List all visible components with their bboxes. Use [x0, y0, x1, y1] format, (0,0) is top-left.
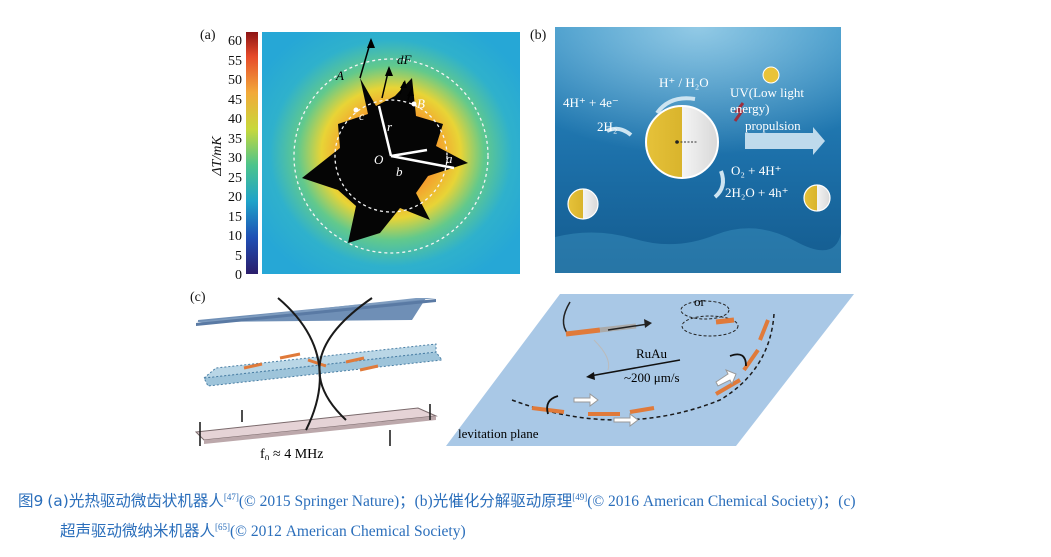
cbar-tick: 35: [228, 132, 242, 147]
janus-particle-small-left: [567, 188, 599, 220]
cbar-tick: 40: [228, 112, 242, 127]
label-a: a: [446, 151, 453, 166]
text-right-bottom: 2H₂O + 4h⁺: [725, 185, 789, 200]
uv-particle: [762, 66, 780, 84]
text-frequency: f₀ ≈ 4 MHz: [260, 447, 324, 460]
outer-dashed-circle: [293, 58, 489, 254]
panel-a-label: (a): [200, 28, 216, 43]
trajectory-curve: [511, 313, 775, 421]
panel-c-left-figure: f₀ ≈ 4 MHz: [194, 297, 443, 460]
text-uv: UV(Low light: [730, 85, 804, 100]
text-material: RuAu: [636, 346, 668, 361]
caption-ref1: [47]: [223, 492, 239, 502]
panel-c-label: (c): [190, 290, 206, 305]
text-speed: ~200 μm/s: [624, 370, 680, 385]
text-h-water: H⁺ / H₂O: [659, 75, 709, 90]
label-O: O: [374, 152, 384, 167]
colorbar: [246, 32, 258, 274]
panel-b-figure: H⁺ / H₂O UV(Low light energy) propulsion…: [555, 27, 841, 273]
label-A: A: [335, 68, 344, 83]
caption-fig-label: 图9: [18, 492, 44, 511]
pressure-node-curve-left: [277, 297, 321, 431]
figure-caption-line2: 超声驱动微纳米机器人[65](© 2012 American Chemical …: [60, 516, 960, 543]
colorbar-axis-label: ΔT/mK: [210, 136, 225, 176]
propulsion-arrow: [745, 127, 825, 155]
text-propulsion: propulsion: [745, 118, 801, 133]
pressure-node-curve-right: [318, 297, 373, 421]
cbar-tick: 45: [228, 93, 242, 108]
janus-particle-small-right: [803, 184, 831, 212]
cbar-tick: 15: [228, 210, 242, 225]
caption-ref2: [49]: [572, 492, 588, 502]
cbar-tick: 55: [228, 54, 242, 69]
mid-plate: [203, 351, 443, 387]
cbar-tick: 25: [228, 171, 242, 186]
cbar-tick: 5: [235, 249, 242, 264]
panel-c-right-figure: or RuAu ~200 μm/s levitation plane: [446, 294, 854, 446]
caption-line2-part2: (© 2012 American Chemical Society): [230, 523, 466, 541]
caption-ref3: [65]: [215, 522, 231, 532]
text-left-bottom: 2H₂: [597, 119, 617, 134]
cbar-tick: 10: [228, 229, 242, 244]
text-or: or: [694, 294, 706, 309]
label-B: B: [417, 96, 425, 111]
label-b: b: [396, 164, 403, 179]
caption-line1-part3: (© 2016 American Chemical Society)；(c): [587, 493, 856, 511]
caption-line2-part1: 超声驱动微纳米机器人: [60, 522, 216, 541]
inner-dashed-circle: [334, 99, 448, 213]
text-uv2: energy): [730, 101, 769, 116]
panel-b-label: (b): [530, 28, 547, 43]
cbar-tick: 60: [228, 34, 242, 49]
cbar-tick: 50: [228, 73, 242, 88]
text-right-top: O₂ + 4H⁺: [731, 163, 782, 178]
micro-gear-body: [302, 78, 468, 243]
cbar-tick: 20: [228, 190, 242, 205]
caption-line1-part2: (© 2015 Springer Nature)；(b)光催化分解驱动原理: [238, 493, 573, 511]
label-r: r: [387, 119, 393, 134]
caption-line1-part1: (a)光热驱动微齿状机器人: [47, 492, 224, 511]
label-dF: dF: [397, 52, 413, 67]
figure-caption: 图9 (a)光热驱动微齿状机器人[47](© 2015 Springer Nat…: [18, 486, 1038, 513]
label-c: c: [359, 109, 365, 123]
text-left-top: 4H⁺ + 4e⁻: [563, 95, 619, 110]
text-levitation-plane: levitation plane: [458, 426, 539, 441]
cbar-tick: 30: [228, 151, 242, 166]
bottom-plate: [194, 407, 438, 441]
cbar-tick: 0: [235, 268, 242, 283]
panel-a-figure: A dF B c r O b a: [246, 32, 520, 274]
